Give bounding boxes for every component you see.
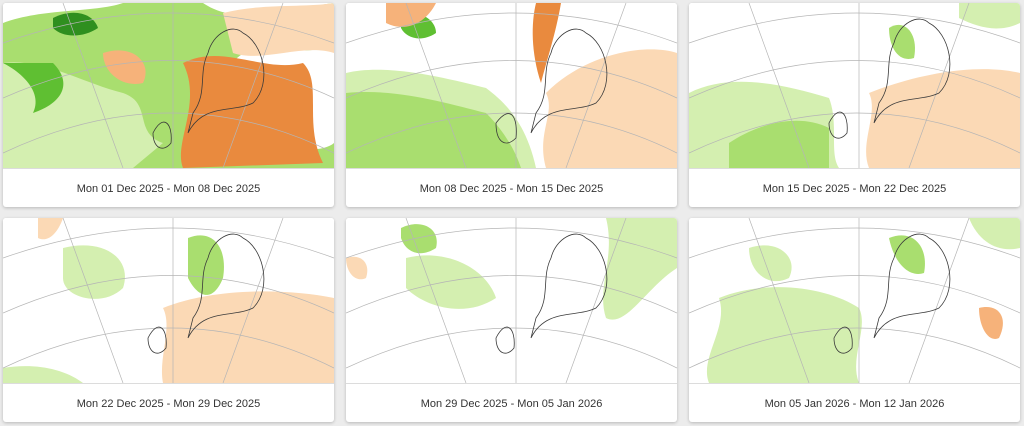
map-date-range-label: Mon 01 Dec 2025 - Mon 08 Dec 2025 [3,168,334,207]
map-card[interactable]: Mon 22 Dec 2025 - Mon 29 Dec 2025 [3,218,334,422]
map-graphic [346,218,677,383]
map-date-range-label: Mon 22 Dec 2025 - Mon 29 Dec 2025 [3,383,334,422]
map-card[interactable]: Mon 05 Jan 2026 - Mon 12 Jan 2026 [689,218,1020,422]
anomaly-map [3,218,334,383]
anomaly-map [3,3,334,168]
map-date-range-label: Mon 08 Dec 2025 - Mon 15 Dec 2025 [346,168,677,207]
map-card[interactable]: Mon 29 Dec 2025 - Mon 05 Jan 2026 [346,218,677,422]
anomaly-map [346,218,677,383]
map-graphic [346,3,677,168]
map-card[interactable]: Mon 01 Dec 2025 - Mon 08 Dec 2025 [3,3,334,207]
map-card[interactable]: Mon 08 Dec 2025 - Mon 15 Dec 2025 [346,3,677,207]
map-date-range-label: Mon 15 Dec 2025 - Mon 22 Dec 2025 [689,168,1020,207]
map-date-range-label: Mon 29 Dec 2025 - Mon 05 Jan 2026 [346,383,677,422]
anomaly-map [689,3,1020,168]
map-graphic [689,3,1020,168]
anomaly-map [346,3,677,168]
map-graphic [3,218,334,383]
map-date-range-label: Mon 05 Jan 2026 - Mon 12 Jan 2026 [689,383,1020,422]
map-graphic [3,3,334,168]
map-card[interactable]: Mon 15 Dec 2025 - Mon 22 Dec 2025 [689,3,1020,207]
anomaly-map [689,218,1020,383]
map-graphic [689,218,1020,383]
